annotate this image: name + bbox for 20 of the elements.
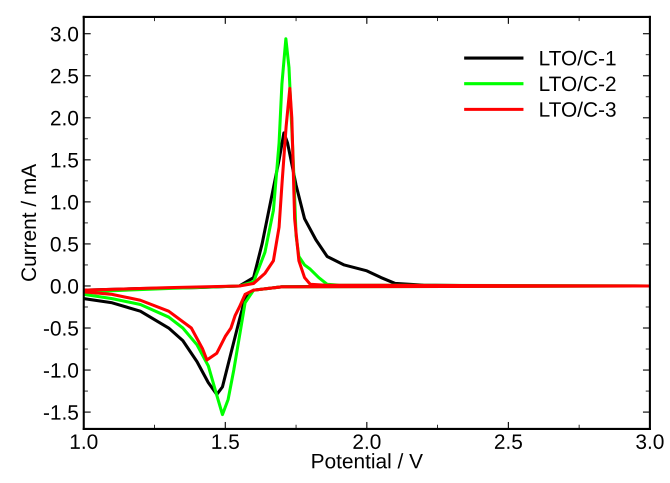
y-tick-label: -1.5	[44, 405, 78, 420]
y-tick-label: -1.0	[44, 363, 78, 378]
x-tick-label: 2.0	[353, 434, 380, 450]
legend-label: LTO/C-2	[540, 76, 616, 92]
y-axis-title: Current / mA	[20, 164, 36, 281]
y-tick-label: 2.5	[50, 68, 78, 84]
x-axis-title: Potential / V	[312, 453, 423, 468]
y-tick-label: -0.5	[44, 321, 78, 336]
y-tick-label: 1.5	[52, 153, 78, 168]
x-tick-label: 3.0	[636, 434, 664, 450]
y-tick-label: 3.0	[50, 26, 78, 42]
legend-label: LTO/C-3	[540, 102, 616, 117]
x-tick-label: 2.5	[494, 434, 522, 450]
x-tick-label: 1.5	[212, 434, 239, 450]
y-tick-label: 1.0	[52, 194, 78, 210]
x-tick-label: 1.0	[70, 434, 98, 450]
y-tick-label: 0.5	[50, 236, 78, 252]
legend-label: LTO/C-1	[540, 50, 616, 66]
y-tick-label: 2.0	[50, 110, 78, 126]
y-tick-label: 0.0	[50, 278, 78, 294]
